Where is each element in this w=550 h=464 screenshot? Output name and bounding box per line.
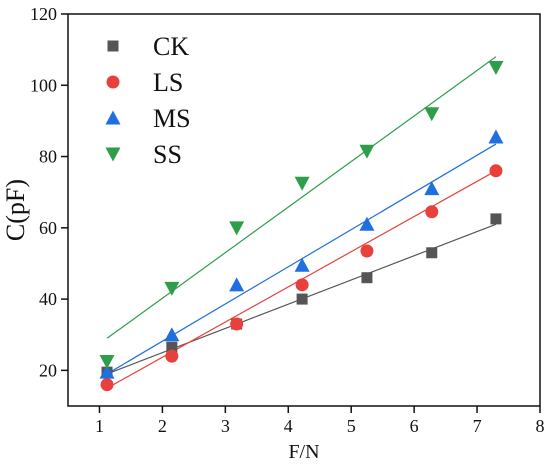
point-ss [488,60,504,75]
legend-marker-ms [105,110,121,125]
legend-marker-ls [106,75,120,89]
point-ms [359,216,375,231]
legend: CK LS MS SS [105,32,191,169]
y-tick-label: 120 [30,4,57,24]
y-axis-label: C(pF) [1,179,30,241]
data-points [99,60,504,392]
legend-label-ss: SS [153,140,182,169]
point-ms [294,257,310,272]
point-ls [489,164,503,178]
point-ls [230,317,244,331]
y-tick-label: 40 [39,289,57,309]
point-ck [426,247,438,259]
legend-label-ms: MS [153,104,191,133]
point-ls [425,205,439,219]
axes: 1 2 3 4 5 6 7 8 20 40 60 80 100 120 F/N C(pF) [1,4,545,463]
y-tick-label: 60 [39,218,57,238]
point-ls [100,378,114,392]
point-ss [164,281,180,296]
point-ss [359,144,375,159]
x-tick-label: 3 [221,416,230,436]
x-tick-label: 7 [473,416,482,436]
x-tick-label: 5 [347,416,356,436]
point-ss [99,354,115,369]
x-tick-label: 1 [95,416,104,436]
point-ck [490,213,502,225]
point-ck [296,293,308,305]
x-tick-label: 2 [158,416,167,436]
plot-frame [67,13,541,407]
point-ck [166,341,178,353]
legend-label-ls: LS [153,68,183,97]
point-ls [295,278,309,292]
point-ms [488,129,504,144]
point-ms [99,364,115,379]
x-tick-label: 4 [284,416,293,436]
y-tick-label: 80 [39,147,57,167]
x-tick-label: 8 [536,416,545,436]
point-ms [229,277,245,292]
point-ss [229,221,245,236]
point-ss [424,107,440,122]
point-ss [294,176,310,191]
point-ms [424,181,440,196]
y-tick-label: 100 [30,75,57,95]
point-ls [360,244,374,258]
y-tick-label: 20 [39,360,57,380]
legend-marker-ck [107,40,119,52]
legend-label-ck: CK [153,32,189,61]
point-ls [165,349,179,363]
legend-marker-ss [105,147,121,162]
x-axis-label: F/N [288,441,319,463]
point-ms [164,327,180,342]
x-tick-label: 6 [410,416,419,436]
point-ck [361,272,373,284]
